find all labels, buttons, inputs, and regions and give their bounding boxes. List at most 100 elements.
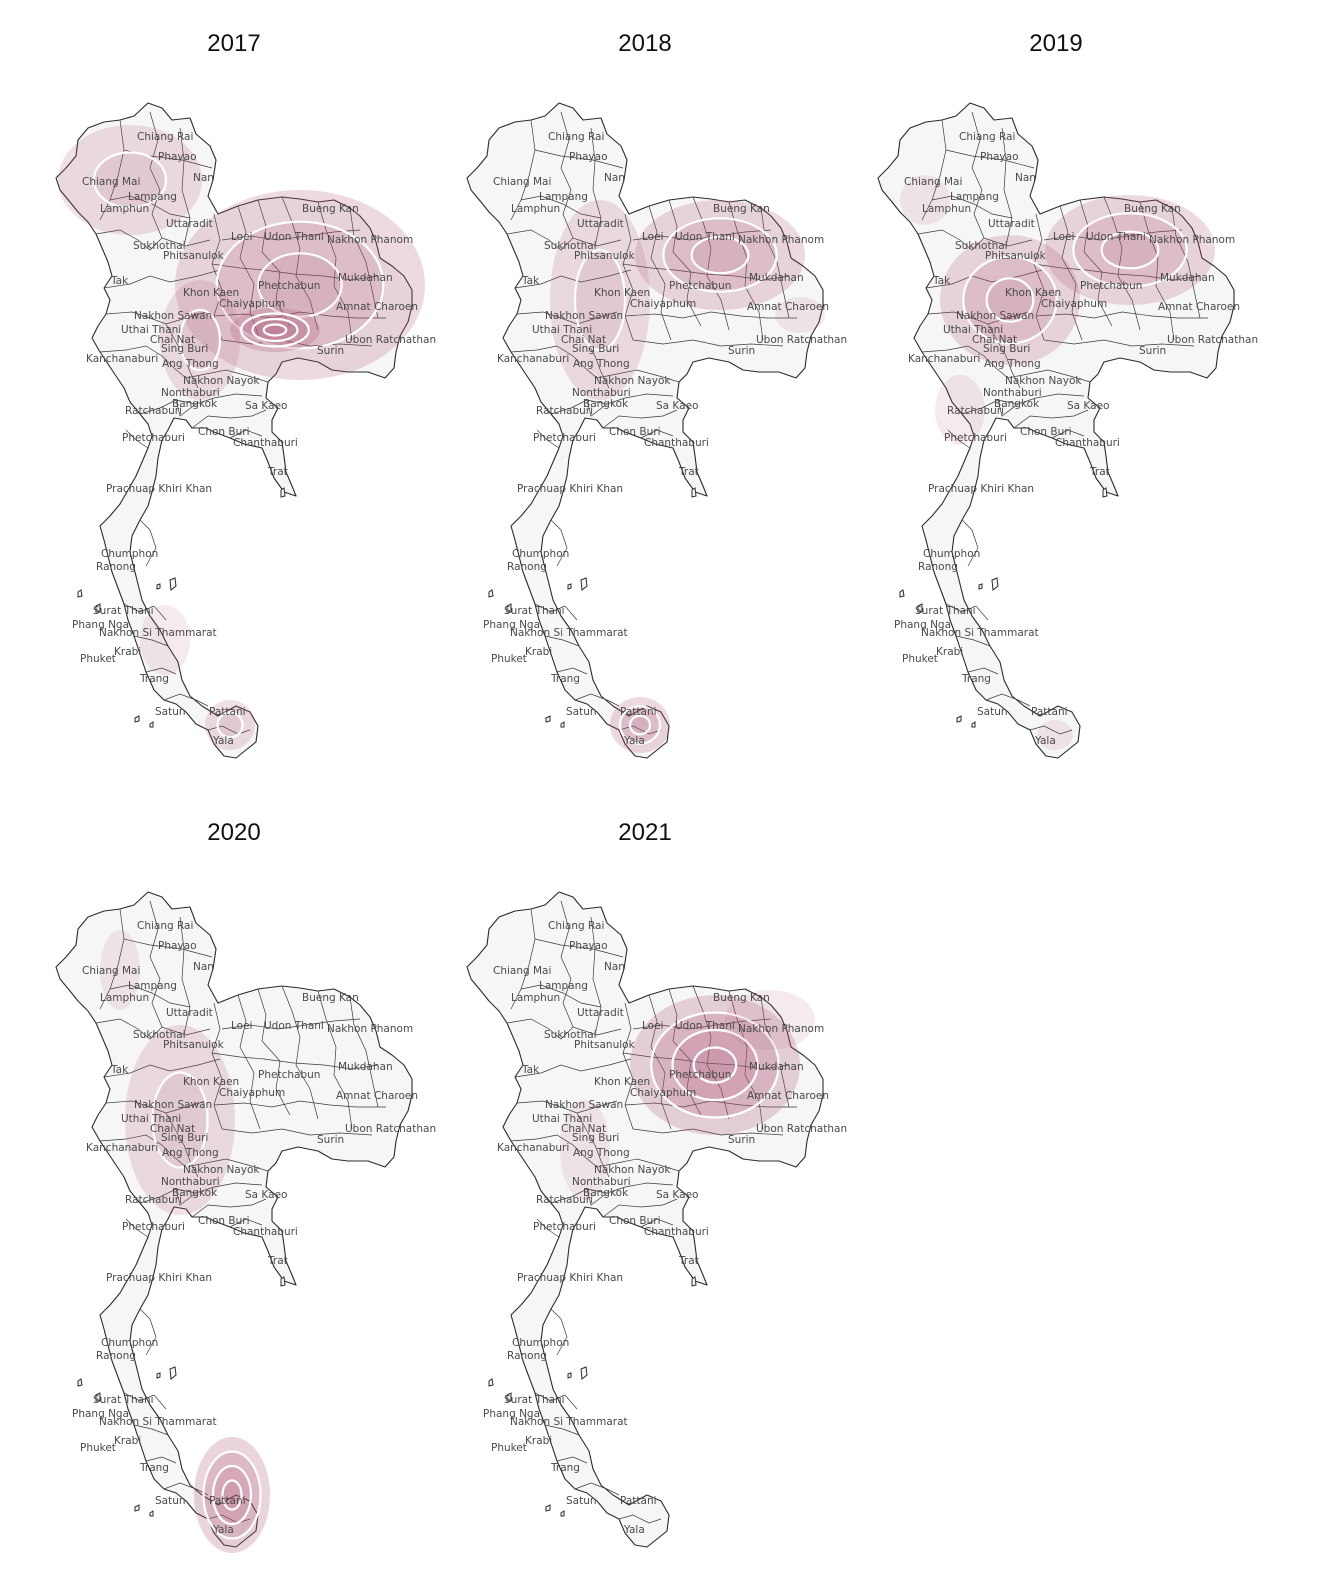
province-label: Amnat Charoen	[336, 1090, 418, 1102]
province-border	[99, 345, 187, 379]
province-label: Amnat Charoen	[747, 301, 829, 313]
province-label: Chumphon	[512, 548, 569, 560]
province-label: Chumphon	[512, 1337, 569, 1349]
province-label: Chiang Rai	[548, 920, 604, 932]
province-border	[624, 311, 797, 319]
province-border	[1079, 199, 1113, 327]
province-label: Phang Nga	[72, 1408, 129, 1420]
province-border	[997, 399, 1019, 417]
province-border	[945, 149, 1035, 169]
map-panel-2020: 2020	[24, 789, 444, 1579]
province-border	[618, 1514, 662, 1524]
province-borders	[917, 111, 1208, 735]
density-area	[672, 1030, 758, 1100]
province-border	[510, 345, 598, 379]
province-label: Khon Kaen	[594, 287, 650, 299]
province-label: Nakhon Si Thammarat	[921, 627, 1039, 639]
density-contour	[690, 235, 750, 275]
province-border	[211, 1052, 379, 1070]
map-2021: Chiang Rai Phayao Nan Chiang Mai LampangLamp…	[466, 891, 847, 1548]
province-label: Krabi	[936, 646, 963, 658]
province-label: Ang Thong	[162, 1147, 219, 1159]
province-label: Phetchaburi	[533, 1221, 596, 1233]
density-area	[630, 715, 650, 735]
province-border	[1035, 311, 1208, 319]
province-label: Udon Thani	[675, 1020, 735, 1032]
island	[169, 1366, 177, 1380]
province-border	[520, 195, 602, 219]
density-area	[1045, 195, 1215, 305]
province-label: Bueng Kan	[713, 992, 770, 1004]
province-label: Loei	[642, 231, 663, 243]
province-border	[213, 311, 386, 319]
island	[95, 1392, 101, 1402]
province-label: Chaiyaphum	[219, 298, 285, 310]
province-border	[692, 196, 730, 331]
island	[156, 1372, 161, 1379]
province-label: Bangkok	[172, 398, 218, 410]
province-label: Bueng Kan	[302, 992, 359, 1004]
province-border	[602, 409, 678, 429]
province-border	[640, 429, 674, 439]
density-area	[775, 297, 825, 333]
province-label: Satun	[566, 706, 597, 718]
province-label: Prachuap Khiri Khan	[106, 483, 212, 495]
province-border	[191, 1198, 267, 1218]
province-border	[211, 1002, 223, 1130]
province-label: Uthai Thani	[943, 324, 1003, 336]
density-area	[651, 1012, 779, 1118]
province-label: Prachuap Khiri Khan	[517, 483, 623, 495]
density-area	[222, 1480, 242, 1510]
province-label: Nakhon Sawan	[545, 310, 623, 322]
province-label: Nakhon Si Thammarat	[99, 1416, 217, 1428]
province-label: Mukdahan	[749, 1061, 804, 1073]
province-label: Tak	[932, 275, 951, 287]
map-2017: Chiang Rai Phayao Nan Chiang Mai LampangLamp…	[55, 102, 436, 759]
density-area	[205, 700, 255, 750]
province-label: Trang	[139, 1462, 169, 1474]
province-label: Prachuap Khiri Khan	[928, 483, 1034, 495]
province-label: Khon Kaen	[594, 1076, 650, 1088]
province-label: Sukhothai	[955, 240, 1008, 252]
province-border	[640, 1218, 674, 1228]
province-label: Udon Thani	[264, 1020, 324, 1032]
province-label: Bangkok	[583, 398, 629, 410]
province-label: Surin	[1139, 345, 1166, 357]
province-border	[632, 229, 772, 241]
province-label: Trat	[1089, 466, 1110, 478]
island	[560, 721, 565, 728]
province-border	[1033, 213, 1045, 341]
island	[149, 1510, 154, 1517]
province-label: Bueng Kan	[302, 203, 359, 215]
province-border	[921, 345, 1009, 379]
province-label: Sa Kaeo	[245, 1189, 287, 1201]
density-layer	[550, 200, 825, 753]
province-label: Khon Kaen	[1005, 287, 1061, 299]
province-label: Nakhon Phanom	[327, 234, 413, 246]
province-border	[1059, 205, 1083, 341]
province-label: Phuket	[491, 1442, 527, 1454]
province-border	[103, 269, 221, 289]
province-label: Krabi	[114, 646, 141, 658]
density-contour	[221, 1479, 243, 1511]
province-labels: Chiang Rai Phayao Nan Chiang Mai LampangLamp…	[483, 131, 847, 747]
province-label: Nonthaburi	[983, 387, 1042, 399]
province-label: Loei	[1053, 231, 1074, 243]
island	[134, 1504, 140, 1512]
density-area	[58, 125, 202, 235]
province-label: Uthai Thani	[121, 324, 181, 336]
province-border	[139, 519, 157, 567]
province-border	[133, 1424, 169, 1436]
province-label: Yala	[1034, 735, 1056, 747]
province-label: Uthai Thani	[121, 1113, 181, 1125]
density-area	[940, 235, 1080, 365]
density-area	[630, 995, 800, 1135]
density-contour	[1100, 230, 1160, 270]
province-label: Ang Thong	[573, 358, 630, 370]
density-area	[230, 308, 320, 352]
province-border	[125, 1218, 149, 1238]
island	[691, 1276, 697, 1287]
province-label: Pattani	[209, 1495, 246, 1507]
density-contour	[257, 252, 343, 318]
